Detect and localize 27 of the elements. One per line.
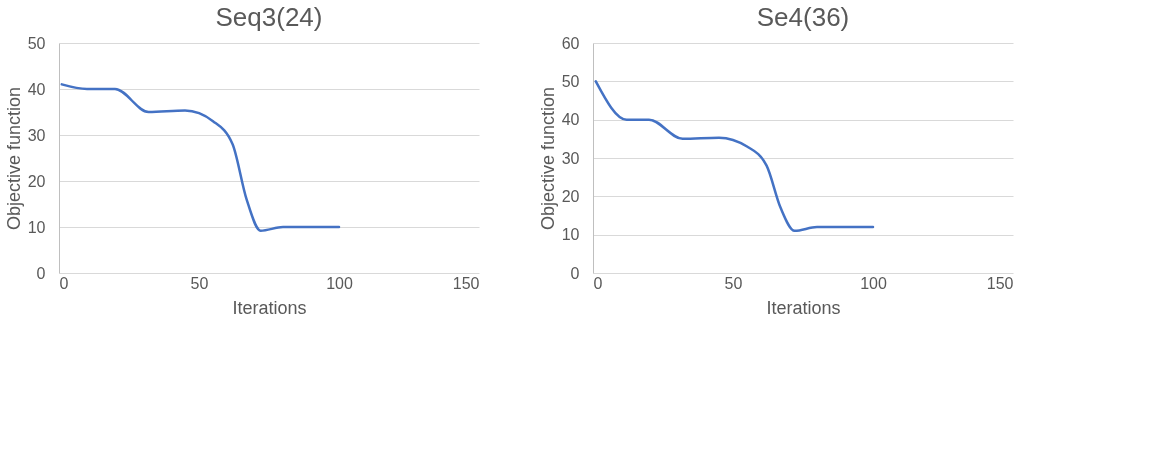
line-series [594,80,875,233]
y-tick-label: 20 [561,187,580,205]
x-tick-label: 0 [59,274,69,292]
x-tick-label: 0 [593,274,603,292]
y-tick-label: 50 [27,34,46,52]
line-series [60,83,341,232]
y-tick-label: 10 [561,226,580,244]
x-tick-label: 150 [452,274,480,292]
y-tick-label: 20 [27,172,46,190]
x-tick-label: 50 [724,274,743,292]
y-tick-label: 40 [561,111,580,129]
y-axis-title: Objective function [537,86,558,231]
x-tick-label: 150 [986,274,1014,292]
y-tick-label: 60 [561,34,580,52]
y-tick-label: 40 [27,80,46,98]
y-tick-label: 30 [561,149,580,167]
chart-title: Se4(36) [756,2,850,32]
x-axis-title: Iterations [232,297,307,318]
x-axis-title: Iterations [766,297,841,318]
y-axis-title: Objective function [3,86,24,231]
x-tick-label: 100 [860,274,887,292]
y-tick-label: 10 [27,218,46,236]
x-tick-label: 50 [190,274,209,292]
y-tick-label: 30 [27,126,46,144]
x-tick-label: 100 [326,274,353,292]
y-tick-label: 50 [561,72,580,90]
chart-title: Seq3(24) [215,2,323,32]
